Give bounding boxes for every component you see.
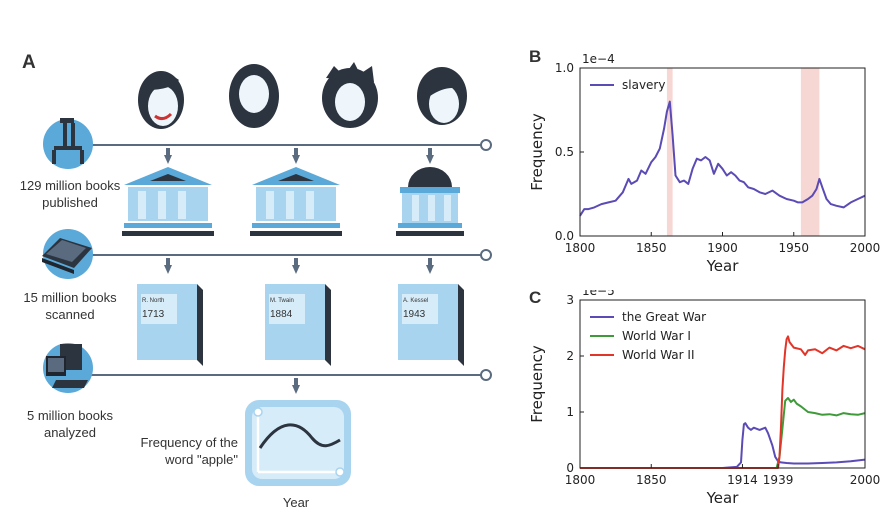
book-1-year: 1713	[142, 309, 165, 320]
freq-text-line2: word "apple"	[164, 452, 238, 467]
y-tick-label-1: 1	[566, 405, 574, 419]
arrow-row-3	[292, 378, 300, 394]
book-2	[265, 284, 331, 366]
library-icon-3	[396, 167, 464, 236]
x-axis-title: Year	[706, 489, 740, 507]
x-tick-label-1900: 1900	[707, 241, 738, 255]
x-tick-label-2000: 2000	[850, 473, 881, 487]
panel-c-label: C	[529, 290, 541, 307]
x-tick-label-1939: 1939	[763, 473, 794, 487]
legend-entry-0: the Great War	[622, 310, 706, 324]
author-head-1	[138, 71, 184, 129]
author-head-3	[322, 62, 378, 128]
book-1	[137, 284, 203, 366]
apple-frequency-curve	[258, 423, 341, 449]
legend-entry-2: World War II	[622, 348, 694, 362]
stage2-text-line2: scanned	[45, 307, 94, 322]
stage2-text-line1: 15 million books	[23, 290, 117, 305]
legend-entry-0: slavery	[622, 78, 665, 92]
x-tick-label-1800: 1800	[565, 241, 596, 255]
arrows-row-1	[164, 148, 434, 164]
timeline-3-end	[480, 369, 492, 381]
freq-text-line1: Frequency of the	[140, 435, 238, 450]
x-tick-label-1800: 1800	[565, 473, 596, 487]
series-line-slavery	[579, 100, 866, 217]
y-tick-label-3: 3	[566, 293, 574, 307]
x-tick-label-1914: 1914	[727, 473, 758, 487]
y-tick-label-0: 0.0	[555, 229, 574, 243]
process-diagram: A	[20, 52, 492, 510]
stage3-text-line1: 5 million books	[27, 408, 113, 423]
x-tick-label-1950: 1950	[778, 241, 809, 255]
y-tick-label-0: 0	[566, 461, 574, 475]
author-head-4	[417, 67, 467, 125]
series-line-world-war-i	[580, 397, 866, 469]
stage1-text-line2: published	[42, 195, 98, 210]
book-1-author: R. North	[142, 298, 164, 304]
printing-press-icon	[52, 118, 84, 164]
highlight-band-0	[666, 68, 673, 236]
highlight-band-1	[800, 68, 820, 236]
chart-c: C 1800 1850 1914 1939 2000 0 1 2 3 1e−5 Year Freque…	[528, 290, 881, 507]
series-line-the-great-war	[580, 422, 866, 469]
book-2-year: 1884	[270, 309, 293, 320]
stage1-text-line1: 129 million books	[20, 178, 121, 193]
y-tick-label-1: 0.5	[555, 145, 574, 159]
library-icon-2	[250, 167, 342, 236]
x-axis-title: Year	[706, 257, 740, 275]
library-icon-1	[122, 167, 214, 236]
scanner-icon	[42, 238, 92, 274]
plot-frame	[579, 67, 866, 237]
book-3	[398, 284, 464, 366]
series-line-world-war-ii	[580, 335, 866, 469]
author-head-2	[229, 64, 279, 128]
book-3-author: A. Kessel	[403, 298, 428, 304]
panel-a-label: A	[22, 52, 36, 73]
chart-b: B 1800 1850 1900 1950 2000 0.0 0.5 1.0 1e−4 Year F…	[528, 47, 881, 275]
press-badge	[43, 119, 93, 169]
x-tick-label-1850: 1850	[636, 473, 667, 487]
y-axis-title: Frequency	[528, 345, 546, 423]
computer-icon	[46, 344, 88, 388]
y-tick-label-2: 2	[566, 349, 574, 363]
plot-frame	[579, 299, 866, 469]
x-tick-label-1850: 1850	[636, 241, 667, 255]
panel-b-label: B	[529, 47, 541, 66]
book-2-author: M. Twain	[270, 298, 294, 304]
monitor-year-label: Year	[283, 495, 310, 510]
book-3-year: 1943	[403, 309, 426, 320]
y-tick-label-2: 1.0	[555, 61, 574, 75]
x-tick-label-2000: 2000	[850, 241, 881, 255]
timeline-2-end	[480, 249, 492, 261]
arrows-row-2	[164, 258, 434, 274]
stage3-text-line2: analyzed	[44, 425, 96, 440]
scale-label: 1e−4	[582, 52, 615, 66]
timeline-1-end	[480, 139, 492, 151]
y-axis-title: Frequency	[528, 113, 546, 191]
output-monitor	[245, 400, 351, 486]
legend-entry-1: World War I	[622, 329, 691, 343]
scale-label: 1e−5	[582, 290, 615, 298]
